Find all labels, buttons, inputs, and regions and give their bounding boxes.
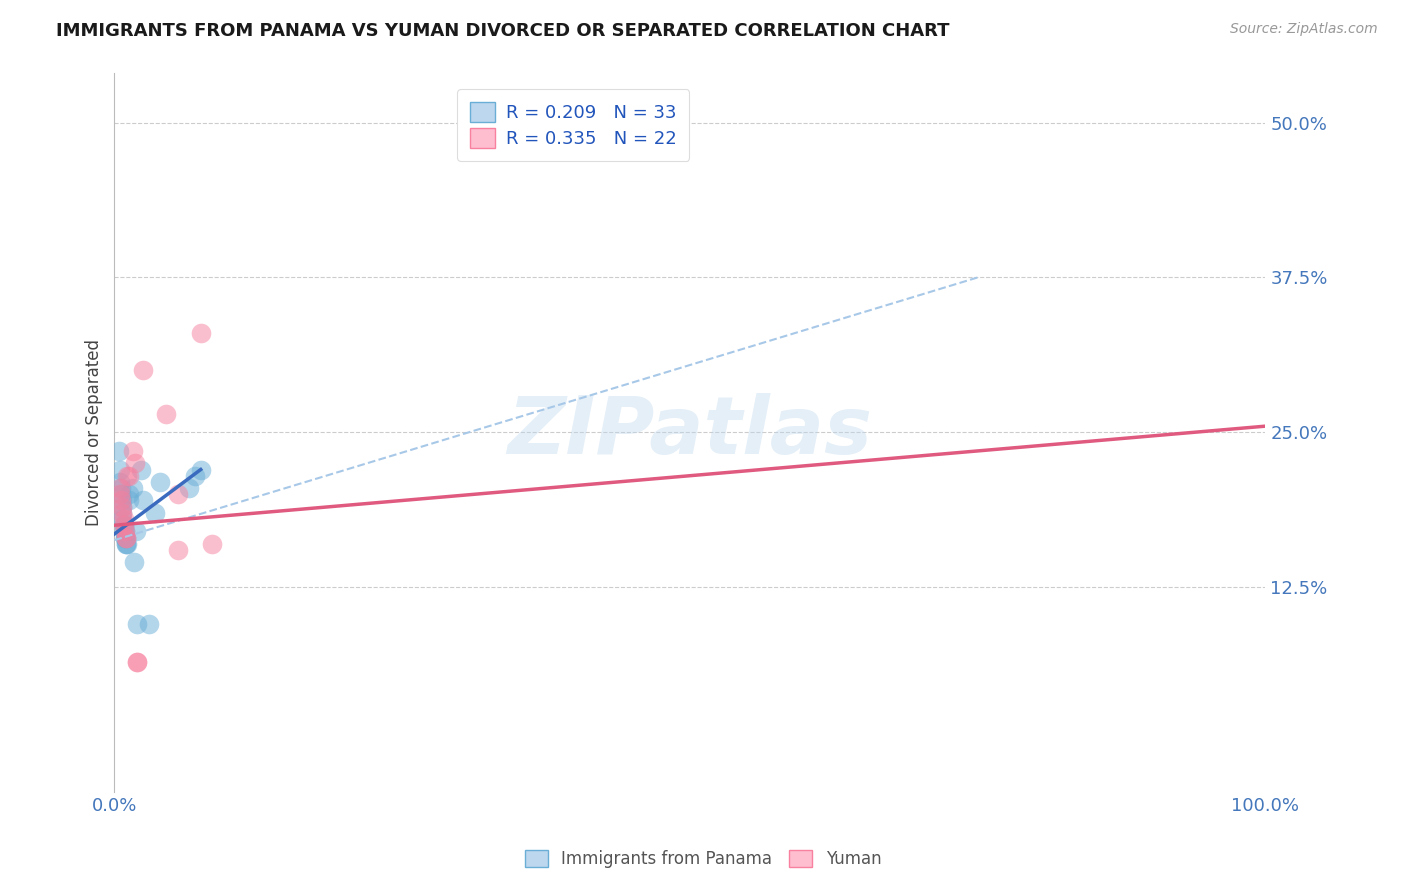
- Point: [111, 512, 134, 526]
- Point: [108, 444, 131, 458]
- Point: [111, 506, 134, 520]
- Point: [111, 500, 134, 514]
- Point: [138, 617, 160, 632]
- Point: [201, 537, 224, 551]
- Point: [112, 524, 135, 539]
- Point: [118, 487, 141, 501]
- Point: [108, 475, 131, 489]
- Point: [111, 506, 134, 520]
- Point: [114, 524, 136, 539]
- Point: [118, 493, 141, 508]
- Point: [108, 481, 131, 495]
- Point: [115, 537, 138, 551]
- Point: [166, 543, 188, 558]
- Point: [115, 531, 138, 545]
- Point: [110, 487, 132, 501]
- Point: [114, 531, 136, 545]
- Point: [121, 481, 143, 495]
- Point: [108, 487, 131, 501]
- Point: [190, 326, 212, 341]
- Y-axis label: Divorced or Separated: Divorced or Separated: [86, 339, 103, 526]
- Point: [114, 531, 136, 545]
- Point: [115, 537, 138, 551]
- Point: [124, 456, 146, 470]
- Point: [132, 493, 155, 508]
- Point: [112, 518, 135, 533]
- Point: [111, 500, 134, 514]
- Point: [143, 506, 166, 520]
- Point: [155, 407, 177, 421]
- Point: [110, 481, 132, 495]
- Point: [121, 444, 143, 458]
- Point: [125, 524, 148, 539]
- Point: [111, 493, 134, 508]
- Point: [112, 518, 135, 533]
- Point: [118, 468, 141, 483]
- Point: [112, 518, 135, 533]
- Text: Source: ZipAtlas.com: Source: ZipAtlas.com: [1230, 22, 1378, 37]
- Text: IMMIGRANTS FROM PANAMA VS YUMAN DIVORCED OR SEPARATED CORRELATION CHART: IMMIGRANTS FROM PANAMA VS YUMAN DIVORCED…: [56, 22, 949, 40]
- Point: [127, 655, 149, 669]
- Point: [190, 462, 212, 476]
- Point: [127, 617, 149, 632]
- Point: [166, 487, 188, 501]
- Point: [112, 512, 135, 526]
- Point: [149, 475, 172, 489]
- Point: [115, 531, 138, 545]
- Point: [122, 556, 145, 570]
- Point: [179, 481, 201, 495]
- Point: [114, 524, 136, 539]
- Point: [132, 363, 155, 377]
- Point: [184, 468, 207, 483]
- Point: [129, 462, 152, 476]
- Text: ZIPatlas: ZIPatlas: [508, 393, 873, 471]
- Point: [115, 531, 138, 545]
- Legend: R = 0.209   N = 33, R = 0.335   N = 22: R = 0.209 N = 33, R = 0.335 N = 22: [457, 89, 689, 161]
- Point: [108, 462, 131, 476]
- Point: [110, 493, 132, 508]
- Point: [115, 468, 138, 483]
- Point: [127, 655, 149, 669]
- Legend: Immigrants from Panama, Yuman: Immigrants from Panama, Yuman: [517, 843, 889, 875]
- Point: [115, 537, 138, 551]
